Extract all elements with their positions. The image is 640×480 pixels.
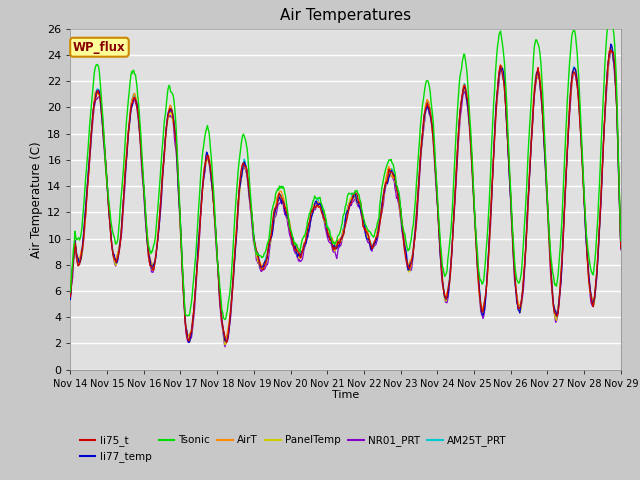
X-axis label: Time: Time — [332, 390, 359, 400]
Text: WP_flux: WP_flux — [73, 41, 126, 54]
Y-axis label: Air Temperature (C): Air Temperature (C) — [30, 141, 43, 257]
Legend: li75_t, li77_temp, Tsonic, AirT, PanelTemp, NR01_PRT, AM25T_PRT: li75_t, li77_temp, Tsonic, AirT, PanelTe… — [76, 431, 511, 467]
Title: Air Temperatures: Air Temperatures — [280, 9, 411, 24]
